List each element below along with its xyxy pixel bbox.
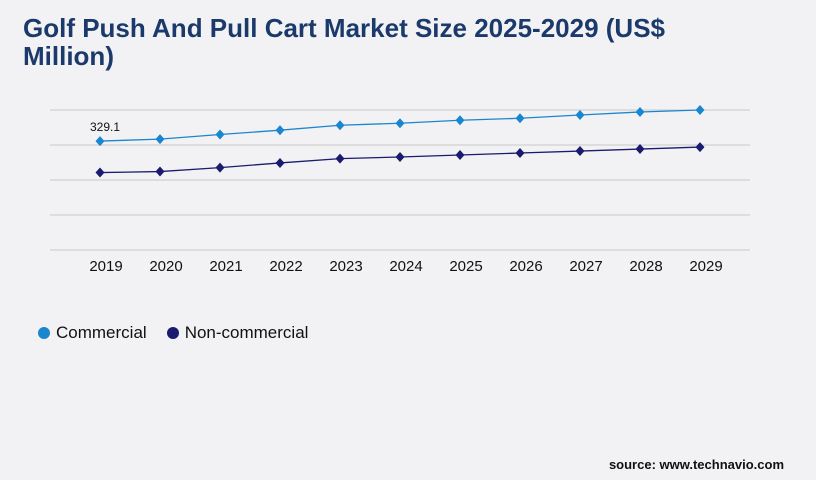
- data-point: [395, 151, 405, 162]
- data-point: [155, 134, 165, 145]
- legend: Commercial Non-commercial: [38, 323, 308, 343]
- x-tick-label: 2029: [689, 258, 722, 275]
- data-point: [215, 129, 225, 140]
- x-tick-label: 2022: [269, 258, 302, 275]
- data-point: [575, 146, 585, 157]
- legend-label: Non-commercial: [184, 323, 309, 342]
- data-point: [395, 118, 405, 129]
- data-point: [155, 166, 165, 177]
- x-tick-label: 2023: [329, 258, 362, 275]
- source-credit: source: www.technavio.com: [608, 457, 784, 472]
- data-point: [95, 167, 105, 178]
- legend-marker-commercial-icon: [38, 327, 50, 339]
- data-point: [215, 162, 225, 173]
- chart-title: Golf Push And Pull Cart Market Size 2025…: [23, 13, 666, 71]
- data-point: [575, 109, 585, 120]
- x-tick-label: 2019: [89, 258, 122, 275]
- legend-item-commercial[interactable]: Commercial: [38, 323, 147, 343]
- x-tick-label: 2021: [209, 258, 242, 275]
- data-label: 329.1: [90, 120, 120, 134]
- data-point: [455, 150, 465, 161]
- x-tick-label: 2026: [509, 258, 542, 275]
- data-point: [275, 125, 285, 136]
- legend-marker-non-commercial-icon: [166, 327, 179, 339]
- x-tick-label: 2027: [569, 258, 602, 275]
- x-tick-label: 2025: [449, 258, 482, 275]
- data-point: [515, 148, 525, 159]
- x-tick-label: 2020: [149, 258, 182, 275]
- legend-label: Commercial: [56, 323, 147, 342]
- x-tick-label: 2024: [389, 258, 422, 275]
- data-point: [515, 113, 525, 124]
- data-point: [695, 105, 705, 115]
- x-tick-label: 2028: [629, 258, 662, 275]
- data-point: [455, 115, 465, 126]
- data-point: [635, 106, 645, 117]
- data-point: [275, 157, 285, 168]
- data-point: [335, 120, 345, 131]
- data-point: [95, 136, 105, 147]
- data-point: [695, 142, 705, 153]
- data-point: [635, 144, 645, 155]
- data-point: [335, 153, 345, 164]
- legend-item-non-commercial[interactable]: Non-commercial: [166, 323, 309, 343]
